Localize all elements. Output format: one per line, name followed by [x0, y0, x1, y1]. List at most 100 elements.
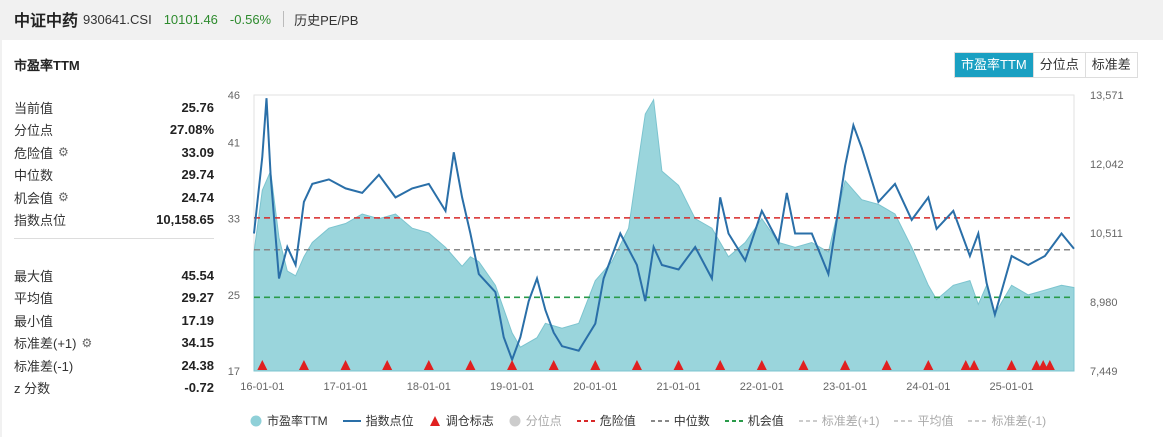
x-axis-tick: 22-01-01 — [740, 381, 784, 393]
stat-row: 当前值 25.76 — [14, 96, 214, 119]
stat-value: 17.19 — [181, 312, 214, 328]
legend-label: 平均值 — [917, 414, 954, 428]
legend-label: 指数点位 — [365, 414, 414, 428]
rebalance-marker — [340, 360, 351, 370]
stat-value: 24.38 — [181, 357, 214, 373]
right-axis-tick: 8,980 — [1090, 297, 1118, 309]
stats-distribution: 最大值 45.54 平均值 29.27 最小值 17.19 标准差(+1) ⚙ 34.15… — [14, 264, 214, 399]
stat-row: 中位数 29.74 — [14, 164, 214, 187]
right-axis-tick: 10,511 — [1090, 228, 1123, 240]
x-axis-tick: 24-01-01 — [906, 381, 950, 393]
rebalance-marker — [923, 360, 934, 370]
legend-marker — [798, 419, 817, 422]
pe-area-series — [253, 98, 1075, 372]
stats-summary: 当前值 25.76 分位点 27.08% 危险值 ⚙ 33.09 中位数 29.74 机会… — [14, 96, 214, 239]
rebalance-marker — [423, 360, 434, 370]
rebalance-marker — [673, 360, 684, 370]
legend-item[interactable]: 市盈率TTM — [250, 412, 328, 429]
pe-chart[interactable]: 17 25 33 41 46 7,449 8,980 10,511 12,042 13,571 16… — [2, 40, 1163, 410]
legend-item[interactable]: 标准差(+1) — [798, 412, 879, 429]
left-axis-tick: 33 — [228, 214, 240, 226]
rebalance-marker — [298, 360, 309, 370]
legend-label: 危险值 — [599, 414, 636, 428]
legend-marker — [576, 419, 595, 422]
legend-item[interactable]: 平均值 — [894, 412, 953, 429]
tab-pe-ttm[interactable]: 市盈率TTM — [955, 53, 1033, 77]
legend-item[interactable]: 机会值 — [724, 412, 784, 429]
rebalance-marker — [631, 360, 642, 370]
stat-label: 指数点位 — [14, 213, 67, 229]
rebalance-marker — [548, 360, 559, 370]
rebalance-marker — [1044, 360, 1055, 370]
index-code: 930641.CSI — [83, 11, 152, 27]
rebalance-marker — [465, 360, 476, 370]
legend-label: 调仓标志 — [445, 414, 494, 428]
stat-row: 最大值 45.54 — [14, 264, 214, 287]
x-axis-tick: 23-01-01 — [823, 381, 867, 393]
legend-marker — [968, 419, 987, 422]
legend-item[interactable]: 危险值 — [576, 412, 636, 429]
legend-marker — [509, 415, 521, 426]
rebalance-marker — [798, 360, 809, 370]
rebalance-marker — [1038, 360, 1049, 370]
legend-marker — [342, 419, 361, 422]
stat-label: z 分数 — [14, 381, 51, 397]
stat-label: 危险值 — [14, 145, 54, 161]
index-change: -0.56% — [229, 11, 272, 27]
history-pe-pb-link[interactable]: 历史PE/PB — [294, 12, 359, 28]
stat-label: 标准差(+1) — [14, 336, 77, 352]
gear-icon[interactable]: ⚙ — [81, 335, 93, 350]
index-line-series — [253, 98, 1075, 363]
x-axis-tick: 19-01-01 — [490, 381, 534, 393]
right-axis-tick: 13,571 — [1090, 90, 1124, 102]
legend-item[interactable]: 调仓标志 — [429, 412, 494, 429]
rebalance-marker — [840, 360, 851, 370]
legend-label: 中位数 — [673, 414, 710, 428]
right-axis-tick: 7,449 — [1090, 366, 1118, 378]
left-axis-tick: 41 — [228, 138, 240, 150]
stat-row: 分位点 27.08% — [14, 119, 214, 142]
stat-value: 27.08% — [169, 122, 214, 138]
header-bar: 中证中药 930641.CSI 10101.46 -0.56% 历史PE/PB — [0, 0, 1163, 38]
stat-value: 29.27 — [181, 290, 214, 306]
x-axis-tick: 16-01-01 — [240, 381, 284, 393]
left-axis-tick: 25 — [228, 290, 240, 302]
x-axis-tick: 17-01-01 — [324, 381, 368, 393]
tab-std-dev[interactable]: 标准差 — [1084, 53, 1137, 77]
stat-label: 平均值 — [14, 291, 54, 307]
stat-label: 当前值 — [14, 100, 54, 116]
stat-value: 29.74 — [181, 167, 214, 183]
stat-row: 机会值 ⚙ 24.74 — [14, 186, 214, 209]
gear-icon[interactable]: ⚙ — [58, 190, 69, 205]
index-price: 10101.46 — [163, 11, 218, 27]
stat-label: 分位点 — [14, 123, 54, 139]
stat-value: 10,158.65 — [156, 212, 214, 228]
gear-icon[interactable]: ⚙ — [58, 145, 69, 160]
stat-value: 34.15 — [181, 335, 214, 351]
stat-row: 指数点位 10,158.65 — [14, 209, 214, 232]
legend-item[interactable]: 指数点位 — [342, 412, 414, 429]
stat-label: 最小值 — [14, 313, 54, 329]
stat-label: 中位数 — [14, 168, 54, 184]
stat-label: 机会值 — [14, 190, 54, 206]
tab-percentile[interactable]: 分位点 — [1032, 53, 1085, 77]
stat-row: 最小值 17.19 — [14, 309, 214, 332]
legend-item[interactable]: 分位点 — [509, 412, 562, 429]
rebalance-marker — [507, 360, 518, 370]
legend-item[interactable]: 中位数 — [650, 412, 710, 429]
legend-label: 分位点 — [525, 414, 562, 428]
left-axis-tick: 17 — [228, 366, 240, 378]
legend-item[interactable]: 标准差(-1) — [968, 412, 1046, 429]
legend-marker — [724, 419, 743, 422]
stat-value: 33.09 — [181, 144, 214, 160]
stat-value: 45.54 — [181, 267, 214, 283]
rebalance-marker — [1031, 360, 1042, 370]
stat-label: 最大值 — [14, 268, 54, 284]
chart-panel: 市盈率TTM 市盈率TTM 分位点 标准差 当前值 25.76 分位点 27.08%… — [2, 40, 1163, 437]
rebalance-marker — [969, 360, 980, 370]
stat-row: z 分数 -0.72 — [14, 377, 214, 400]
x-axis-tick: 20-01-01 — [573, 381, 617, 393]
legend-marker — [894, 419, 913, 422]
right-axis-tick: 12,042 — [1090, 159, 1124, 171]
rebalance-marker — [590, 360, 601, 370]
